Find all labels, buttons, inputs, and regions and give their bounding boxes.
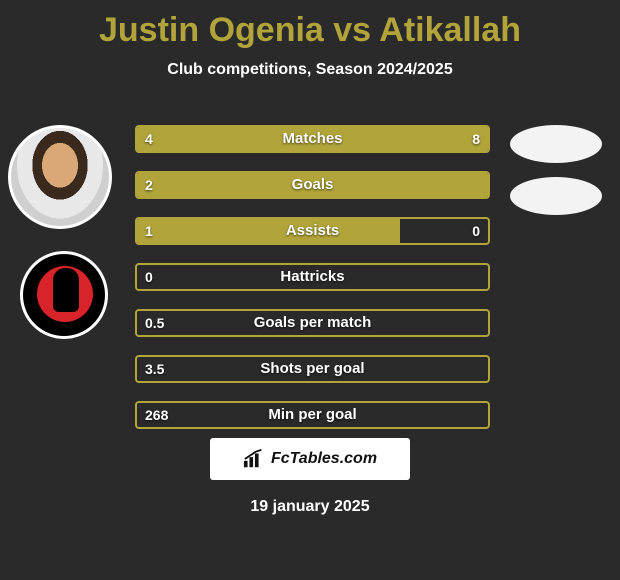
chart-icon xyxy=(243,449,265,469)
stat-label: Matches xyxy=(137,127,488,151)
stat-row: 10Assists xyxy=(135,217,490,245)
stat-row: 2Goals xyxy=(135,171,490,199)
fctables-label: FcTables.com xyxy=(271,450,377,468)
stat-label: Assists xyxy=(137,219,488,243)
player1-club-logo xyxy=(20,251,108,339)
subtitle: Club competitions, Season 2024/2025 xyxy=(0,61,620,79)
stat-row: 268Min per goal xyxy=(135,401,490,429)
stat-row: 3.5Shots per goal xyxy=(135,355,490,383)
player2-club-placeholder xyxy=(510,177,602,215)
stat-label: Shots per goal xyxy=(137,357,488,381)
stat-label: Goals per match xyxy=(137,311,488,335)
stat-row: 0Hattricks xyxy=(135,263,490,291)
right-avatars xyxy=(510,125,602,215)
player2-photo-placeholder xyxy=(510,125,602,163)
stat-label: Hattricks xyxy=(137,265,488,289)
stat-label: Min per goal xyxy=(137,403,488,427)
player1-photo xyxy=(8,125,112,229)
stat-bars: 48Matches 2Goals 10Assists 0Hattricks 0.5Goa… xyxy=(135,125,490,447)
stat-label: Goals xyxy=(137,173,488,197)
date-label: 19 january 2025 xyxy=(0,498,620,516)
fctables-watermark: FcTables.com xyxy=(210,438,410,480)
stat-row: 48Matches xyxy=(135,125,490,153)
stat-row: 0.5Goals per match xyxy=(135,309,490,337)
left-avatars xyxy=(8,125,112,339)
page-title: Justin Ogenia vs Atikallah xyxy=(0,0,620,51)
